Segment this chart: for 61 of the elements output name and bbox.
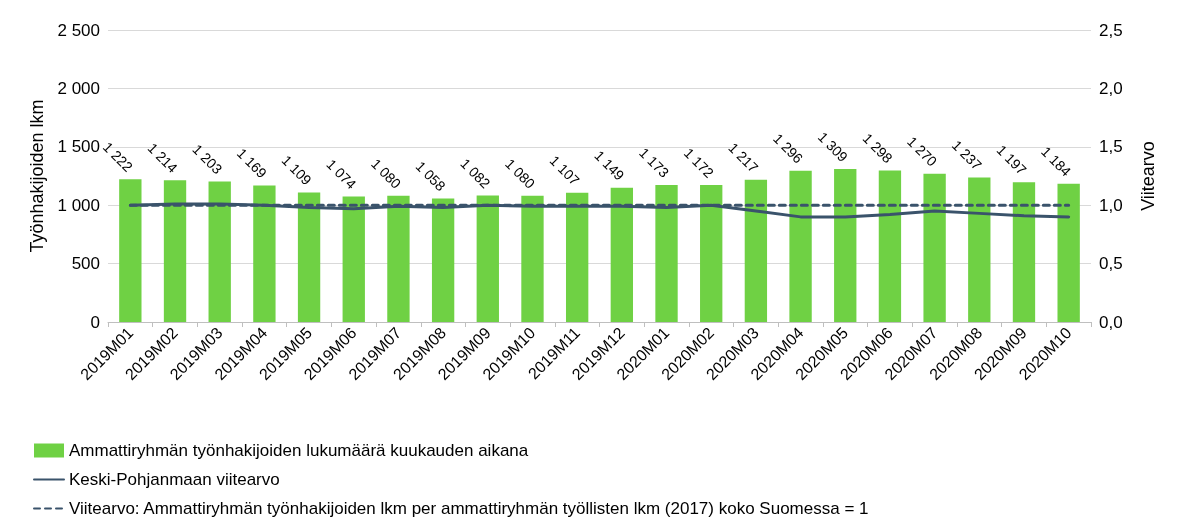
bar bbox=[565, 192, 589, 322]
y-tick-label: 500 bbox=[71, 254, 100, 274]
bar bbox=[476, 195, 499, 322]
y2-axis-title: Viitearvo bbox=[1138, 141, 1158, 211]
data-label: 1 082 bbox=[457, 155, 494, 192]
bar bbox=[297, 192, 321, 322]
data-label: 1 058 bbox=[412, 158, 449, 195]
bar bbox=[1057, 183, 1080, 322]
data-label: 1 109 bbox=[278, 152, 315, 189]
y-axis-title: Työnhakijoiden lkm bbox=[27, 99, 47, 253]
data-label: 1 172 bbox=[680, 144, 718, 181]
data-label: 1 149 bbox=[591, 147, 628, 184]
data-label: 1 237 bbox=[948, 137, 986, 174]
bar bbox=[253, 185, 276, 322]
bar bbox=[878, 170, 902, 322]
data-label: 1 184 bbox=[1038, 143, 1075, 180]
data-label: 1 173 bbox=[636, 144, 673, 181]
data-label: 1 107 bbox=[546, 152, 583, 189]
y-tick-label: 1 000 bbox=[57, 195, 100, 215]
bar bbox=[610, 187, 634, 322]
bar bbox=[968, 177, 991, 322]
y2-tick-label: 0,0 bbox=[1099, 312, 1123, 332]
bar bbox=[1012, 182, 1036, 322]
bar bbox=[521, 195, 544, 322]
y2-tick-label: 0,5 bbox=[1099, 254, 1123, 274]
data-label: 1 080 bbox=[502, 155, 539, 192]
bar bbox=[834, 169, 857, 322]
data-label: 1 080 bbox=[368, 155, 405, 192]
data-label: 1 203 bbox=[189, 141, 226, 178]
y2-tick-label: 1,0 bbox=[1099, 195, 1123, 215]
bar bbox=[387, 195, 410, 322]
y-tick-label: 0 bbox=[90, 312, 100, 332]
y2-tick-label: 1,5 bbox=[1099, 137, 1123, 157]
data-label: 1 298 bbox=[859, 129, 896, 167]
data-label: 1 197 bbox=[993, 141, 1030, 178]
data-label: 1 169 bbox=[233, 145, 271, 182]
y-tick-label: 1 500 bbox=[57, 137, 100, 157]
y2-tick-label: 2,0 bbox=[1099, 78, 1123, 98]
bar bbox=[431, 198, 455, 322]
y-tick-label: 2 000 bbox=[57, 78, 100, 98]
bar bbox=[208, 181, 231, 322]
legend-label: Keski-Pohjanmaan viitearvo bbox=[69, 470, 280, 489]
bar bbox=[655, 184, 678, 322]
y2-tick-label: 2,5 bbox=[1099, 20, 1123, 40]
legend-label: Viitearvo: Ammattiryhmän työnhakijoiden lkm per ammattiryhmän työllisten lkm (2017) koko Suomessa = 1 bbox=[69, 499, 869, 518]
bar bbox=[744, 179, 768, 322]
data-label: 1 074 bbox=[323, 156, 360, 193]
data-label: 1 214 bbox=[144, 139, 181, 177]
data-label: 1 222 bbox=[99, 138, 137, 176]
legend-label: Ammattiryhmän työnhakijoiden lukumäärä kuukauden aikana bbox=[69, 441, 529, 460]
data-label: 1 296 bbox=[770, 130, 807, 167]
data-label: 1 217 bbox=[725, 139, 762, 176]
bar bbox=[789, 170, 812, 322]
bar bbox=[163, 180, 187, 322]
y-tick-label: 2 500 bbox=[57, 20, 100, 40]
bar bbox=[923, 173, 946, 322]
bar bbox=[700, 185, 723, 322]
data-label: 1 270 bbox=[904, 133, 941, 170]
bar bbox=[342, 196, 365, 322]
data-label: 1 309 bbox=[814, 128, 852, 165]
bar bbox=[119, 179, 142, 322]
